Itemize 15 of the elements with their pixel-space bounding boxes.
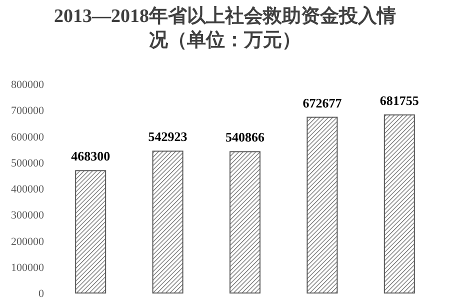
y-tick-label: 700000 [11, 105, 44, 118]
y-tick-label: 200000 [11, 236, 44, 248]
data-label: 542923 [148, 129, 188, 144]
data-label: 672677 [302, 95, 342, 110]
y-tick-label: 600000 [11, 131, 44, 144]
data-label: 681755 [380, 92, 420, 108]
data-label: 468300 [71, 148, 110, 164]
y-tick-label: 0 [38, 288, 44, 300]
y-tick-label: 100000 [11, 262, 44, 274]
y-tick-label: 300000 [11, 210, 44, 222]
title: 2013—2018年省以上社会救助资金投入情况（单位：万元） [54, 6, 396, 51]
y-tick-label: 500000 [11, 157, 44, 170]
y-tick-label: 400000 [11, 184, 44, 196]
data-label: 540866 [226, 130, 265, 145]
y-tick-label: 800000 [11, 79, 44, 91]
